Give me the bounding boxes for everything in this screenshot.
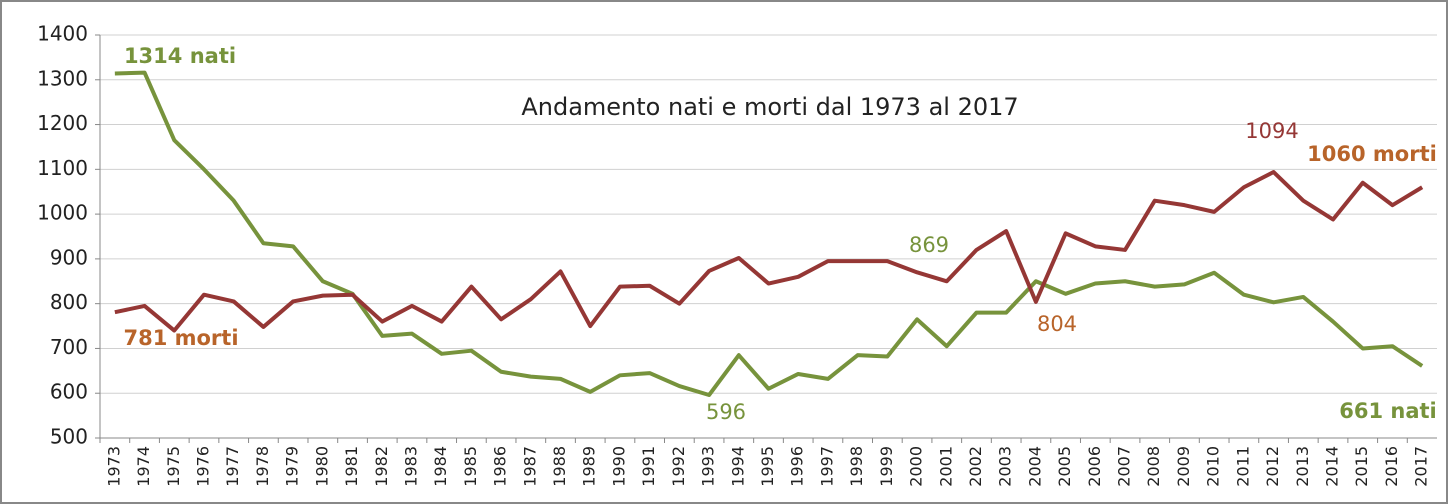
x-tick-label: 2004: [1025, 446, 1044, 487]
x-tick-label: 2008: [1144, 446, 1163, 487]
x-tick-label: 1973: [104, 446, 123, 487]
x-tick-label: 1979: [283, 446, 302, 487]
annotation: 869: [909, 233, 949, 257]
x-tick-label: 2000: [907, 446, 926, 487]
x-tick-label: 1976: [193, 446, 212, 487]
y-tick-label: 1000: [37, 201, 88, 225]
x-tick-label: 1999: [877, 446, 896, 487]
x-tick-label: 1974: [134, 446, 153, 487]
x-tick-label: 2010: [1204, 446, 1223, 487]
x-tick-label: 2014: [1323, 446, 1342, 487]
x-tick-label: 1996: [788, 446, 807, 487]
annotation: 596: [706, 400, 746, 424]
x-tick-label: 1975: [164, 446, 183, 487]
x-tick-label: 2005: [1055, 446, 1074, 487]
x-tick-label: 1981: [342, 446, 361, 487]
x-tick-label: 2003: [996, 446, 1015, 487]
x-tick-label: 2001: [936, 446, 955, 487]
x-tick-label: 2013: [1293, 446, 1312, 487]
annotation: 804: [1037, 312, 1077, 336]
x-tick-label: 1988: [550, 446, 569, 487]
x-tick-label: 1983: [401, 446, 420, 487]
annotation: 781 morti: [123, 326, 238, 350]
x-tick-label: 1977: [223, 446, 242, 487]
x-tick-label: 1990: [609, 446, 628, 487]
series-line: [114, 70, 1424, 398]
y-tick-label: 1300: [37, 66, 88, 90]
x-tick-label: 2016: [1382, 446, 1401, 487]
x-tick-label: 1978: [253, 446, 272, 487]
x-tick-label: 1985: [461, 446, 480, 487]
y-tick-label: 1400: [37, 22, 88, 46]
y-tick-label: 700: [50, 335, 88, 359]
x-tick-label: 1998: [847, 446, 866, 487]
y-tick-label: 1200: [37, 111, 88, 135]
x-tick-label: 2012: [1263, 446, 1282, 487]
annotation: 1094: [1245, 119, 1298, 143]
y-tick-label: 800: [50, 290, 88, 314]
x-tick-label: 2009: [1174, 446, 1193, 487]
y-tick-label: 600: [50, 380, 88, 404]
x-tick-label: 1991: [639, 446, 658, 487]
x-tick-label: 1997: [817, 446, 836, 487]
chart-title: Andamento nati e morti dal 1973 al 2017: [521, 93, 1018, 121]
x-tick-label: 1984: [431, 446, 450, 487]
x-tick-label: 1987: [520, 446, 539, 487]
x-tick-label: 1993: [699, 446, 718, 487]
x-tick-label: 2002: [966, 446, 985, 487]
x-tick-label: 2017: [1412, 446, 1431, 487]
x-tick-label: 2015: [1352, 446, 1371, 487]
x-tick-label: 1986: [491, 446, 510, 487]
x-tick-label: 1995: [758, 446, 777, 487]
x-tick-label: 2006: [1085, 446, 1104, 487]
y-tick-label: 1100: [37, 156, 88, 180]
annotation: 1314 nati: [124, 44, 236, 68]
x-tick-label: 1980: [312, 446, 331, 487]
annotation: 1060 morti: [1307, 142, 1437, 166]
y-tick-label: 900: [50, 245, 88, 269]
x-tick-label: 2007: [1115, 446, 1134, 487]
x-tick-label: 1992: [669, 446, 688, 487]
x-tick-label: 1994: [728, 446, 747, 487]
series-line: [114, 170, 1424, 333]
x-tick-label: 1989: [580, 446, 599, 487]
y-tick-label: 500: [50, 425, 88, 449]
annotation: 661 nati: [1339, 399, 1437, 423]
x-tick-label: 1982: [372, 446, 391, 487]
x-tick-label: 2011: [1233, 446, 1252, 487]
